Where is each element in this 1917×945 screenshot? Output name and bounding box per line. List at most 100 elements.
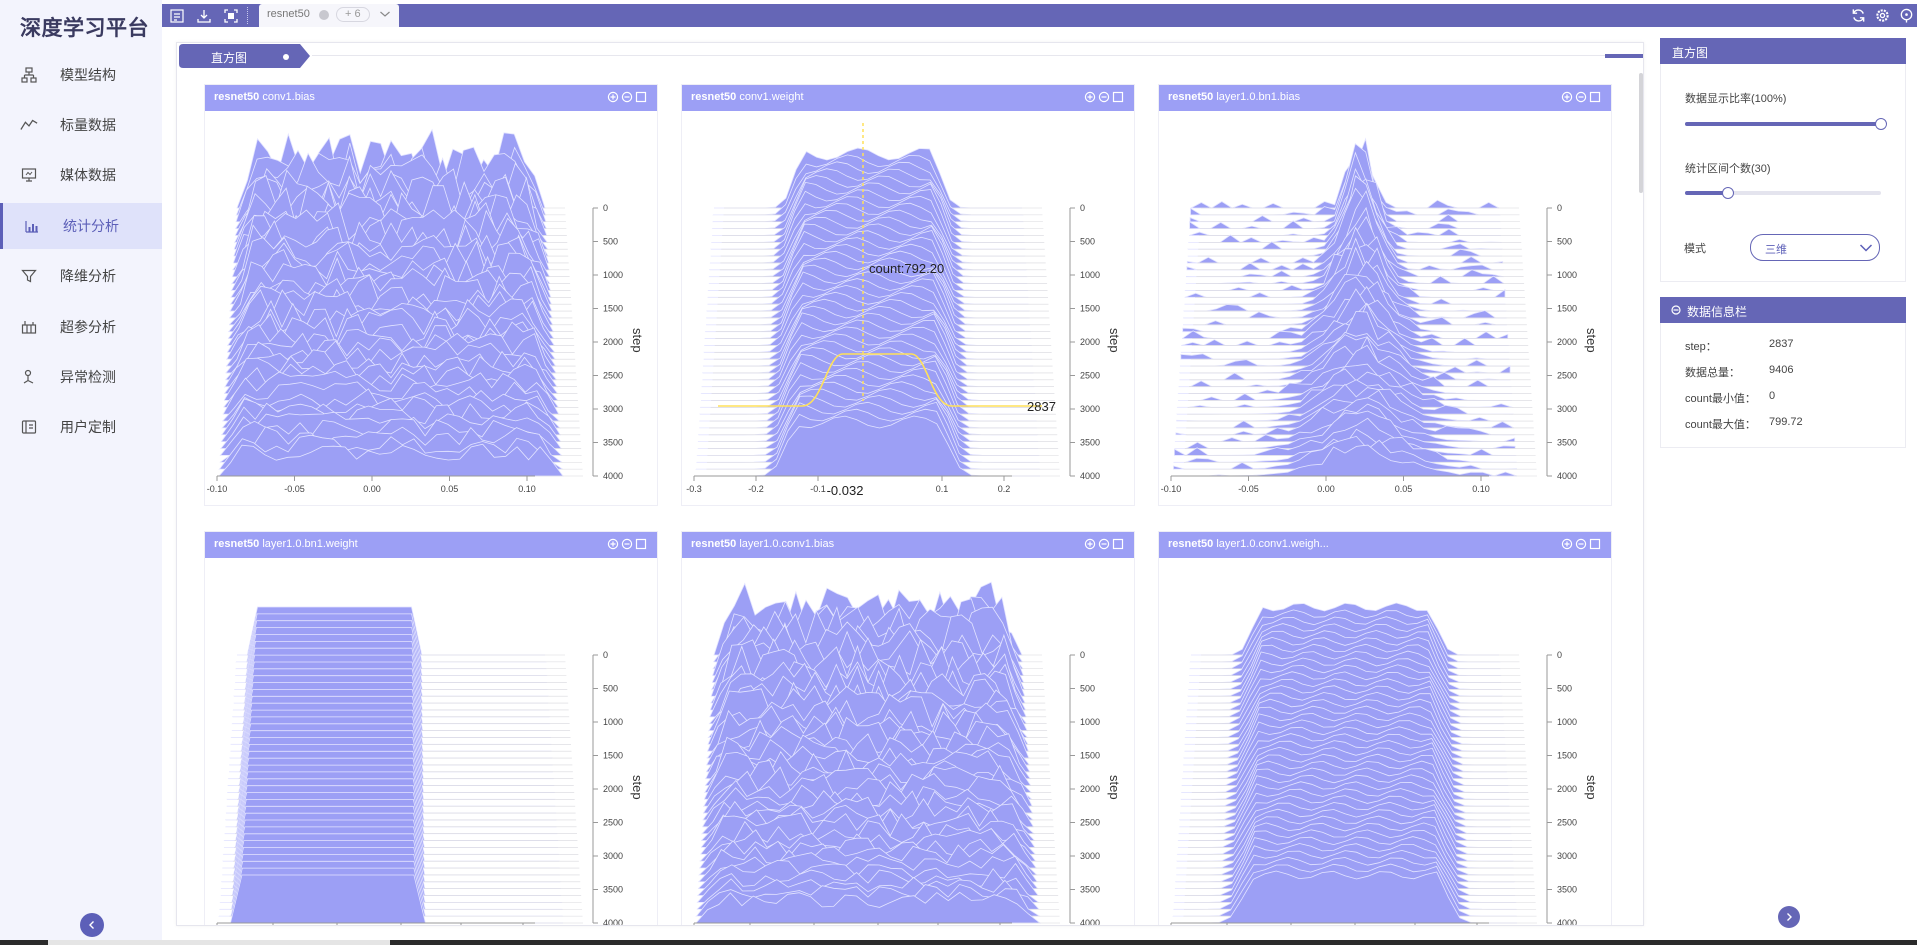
custom-icon <box>20 418 38 436</box>
zoom-out-icon[interactable] <box>1098 538 1110 550</box>
x-tick-label: -0.1 <box>810 484 826 494</box>
info-value: 0 <box>1769 390 1776 402</box>
sidebar-item-label: 标量数据 <box>60 117 116 133</box>
next-page-button[interactable] <box>1778 906 1800 928</box>
step-axis-label: step <box>1584 775 1599 800</box>
sidebar-item-label: 用户定制 <box>60 419 116 435</box>
ridgeline-histogram[interactable]: 0 500 1000 1500 2000 2500 3000 3500 4000 step <box>205 558 657 926</box>
step-tick-label: 3000 <box>1557 851 1577 861</box>
x-tick-label: -0.10 <box>207 484 228 494</box>
sidebar-item-model-structure[interactable]: 模型结构 <box>0 52 162 98</box>
more-runs-badge[interactable]: + 6 <box>336 7 370 22</box>
card-run-name: resnet50 <box>214 91 260 103</box>
maximize-icon[interactable] <box>1112 538 1124 550</box>
zoom-in-icon[interactable] <box>1561 538 1573 550</box>
ridgeline-histogram[interactable]: 0 500 1000 1500 2000 2500 3000 3500 4000 step -0.1… <box>205 111 657 506</box>
card-run-name: resnet50 <box>214 538 260 550</box>
step-tick-label: 2500 <box>1080 818 1100 828</box>
step-tick-label: 3500 <box>1080 885 1100 895</box>
sidebar-item-hyperparam[interactable]: 超参分析 <box>0 304 162 350</box>
fullscreen-icon[interactable] <box>222 7 239 24</box>
maximize-icon[interactable] <box>635 91 647 103</box>
x-tick-label: -0.05 <box>1238 484 1259 494</box>
run-selector-tab[interactable]: resnet50 + 6 <box>259 4 399 27</box>
zoom-in-icon[interactable] <box>1084 538 1096 550</box>
step-tick-label: 0 <box>1080 203 1085 213</box>
bar-grid-icon <box>20 318 38 336</box>
help-icon[interactable] <box>1898 7 1915 24</box>
display-ratio-slider[interactable] <box>1685 118 1887 130</box>
run-remove-icon[interactable] <box>319 10 329 20</box>
zoom-out-icon[interactable] <box>621 91 633 103</box>
ridgeline-histogram[interactable]: 0 500 1000 1500 2000 2500 3000 3500 4000 step <box>682 558 1134 926</box>
step-tick-label: 4000 <box>603 471 623 481</box>
zoom-out-icon[interactable] <box>1575 91 1587 103</box>
step-tick-label: 1000 <box>1080 717 1100 727</box>
sidebar-item-scalar[interactable]: 标量数据 <box>0 102 162 148</box>
step-tick-label: 2500 <box>603 371 623 381</box>
zoom-out-icon[interactable] <box>621 538 633 550</box>
brand-title: 深度学习平台 <box>20 17 149 40</box>
zoom-in-icon[interactable] <box>607 91 619 103</box>
sidebar: 深度学习平台 模型结构 标量数据 媒体数据 统计分析 <box>0 0 162 945</box>
mode-select[interactable]: 三维 <box>1750 234 1880 261</box>
x-tick-label: -0.10 <box>1161 484 1182 494</box>
settings-panel-title: 直方图 <box>1672 46 1709 60</box>
card-tag-name: conv1.bias <box>259 91 315 103</box>
info-panel: step： 2837 数据总量： 9406 count最小值： 0 count最… <box>1660 323 1906 448</box>
zoom-in-icon[interactable] <box>607 538 619 550</box>
chevron-down-icon[interactable] <box>379 9 391 19</box>
collapse-sidebar-button[interactable] <box>80 913 104 937</box>
slider-handle[interactable] <box>1722 187 1735 199</box>
card-title: resnet50 layer1.0.conv1.bias <box>691 538 834 550</box>
sidebar-item-statistics[interactable]: 统计分析 <box>0 203 162 249</box>
x-tick-label: 0.05 <box>1395 484 1413 494</box>
refresh-icon[interactable] <box>1850 7 1867 24</box>
hover-highlight-line <box>718 353 1042 407</box>
maximize-icon[interactable] <box>635 538 647 550</box>
zoom-out-icon[interactable] <box>1098 91 1110 103</box>
step-tick-label: 1000 <box>1557 270 1577 280</box>
export-icon[interactable] <box>168 7 185 24</box>
media-monitor-icon <box>20 166 38 184</box>
step-tick-label: 4000 <box>1080 471 1100 481</box>
info-value: 9406 <box>1769 364 1794 376</box>
step-tick-label: 1000 <box>1557 717 1577 727</box>
card-run-name: resnet50 <box>1168 538 1214 550</box>
sidebar-item-custom[interactable]: 用户定制 <box>0 404 162 450</box>
sidebar-item-anomaly[interactable]: 异常检测 <box>0 354 162 400</box>
step-tick-label: 500 <box>1080 237 1095 247</box>
maximize-icon[interactable] <box>1589 91 1601 103</box>
maximize-icon[interactable] <box>1112 91 1124 103</box>
zoom-in-icon[interactable] <box>1561 91 1573 103</box>
card-header: resnet50 layer1.0.bn1.weight <box>205 532 657 558</box>
ridgeline-histogram[interactable]: 0 500 1000 1500 2000 2500 3000 3500 4000 step -0.1… <box>1159 111 1611 506</box>
mode-label: 模式 <box>1684 243 1706 255</box>
zoom-out-icon[interactable] <box>1575 538 1587 550</box>
vertical-scrollbar[interactable] <box>1639 73 1643 193</box>
zoom-in-icon[interactable] <box>1084 91 1096 103</box>
sidebar-item-media[interactable]: 媒体数据 <box>0 152 162 198</box>
info-value: 2837 <box>1769 338 1794 350</box>
step-tick-label: 2500 <box>603 818 623 828</box>
info-row-total: 数据总量： 9406 <box>1685 364 1793 380</box>
download-icon[interactable] <box>195 7 212 24</box>
settings-icon[interactable] <box>1874 7 1891 24</box>
sidebar-item-label: 模型结构 <box>60 67 116 83</box>
histogram-section-tab[interactable] <box>177 43 312 69</box>
slider-handle[interactable] <box>1875 118 1887 130</box>
step-tick-label: 2500 <box>1557 818 1577 828</box>
step-tick-label: 3000 <box>603 851 623 861</box>
sidebar-item-label: 统计分析 <box>63 218 119 234</box>
ridgeline-histogram[interactable]: 0 500 1000 1500 2000 2500 3000 3500 4000 step <box>1159 558 1611 926</box>
step-tick-label: 3500 <box>603 885 623 895</box>
ridgeline-histogram[interactable]: 0 500 1000 1500 2000 2500 3000 3500 4000 step -0.3… <box>682 111 1134 506</box>
sidebar-item-label: 降维分析 <box>60 268 116 284</box>
histogram-section-label: 直方图 <box>211 51 248 65</box>
sidebar-item-dim-reduction[interactable]: 降维分析 <box>0 253 162 299</box>
maximize-icon[interactable] <box>1589 538 1601 550</box>
chevron-down-icon <box>1859 244 1873 252</box>
bins-count-slider[interactable] <box>1685 187 1881 199</box>
card-tag-name: conv1.weight <box>736 91 804 103</box>
x-tick-label: 0.2 <box>998 484 1011 494</box>
